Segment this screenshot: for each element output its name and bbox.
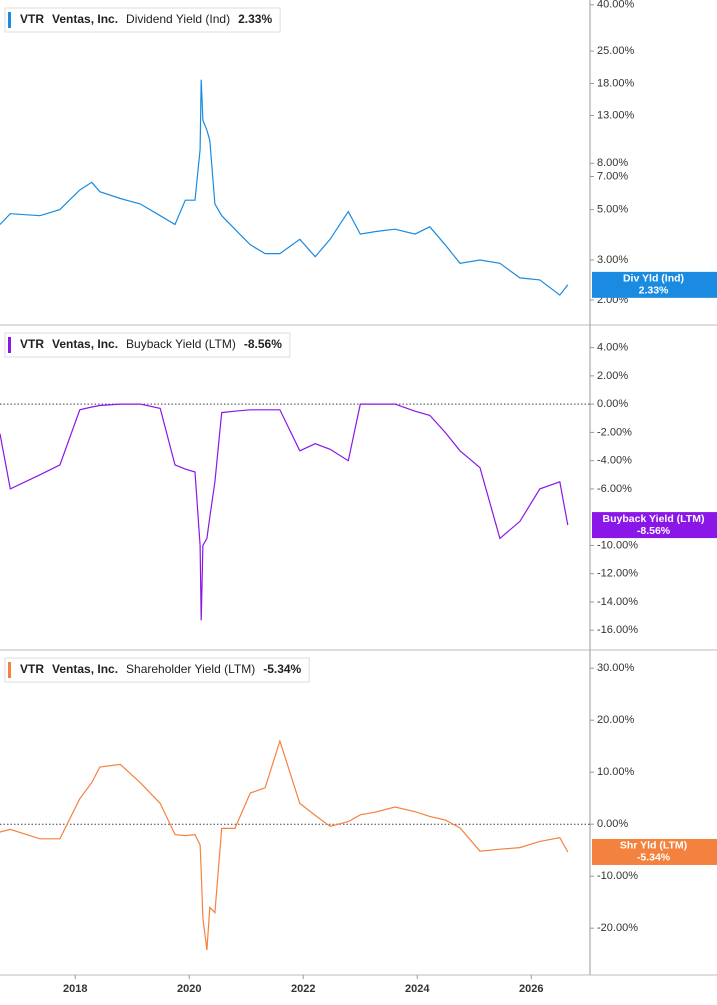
x-tick-label: 2022 <box>291 983 315 995</box>
legend-company: Ventas, Inc. <box>52 337 118 351</box>
x-tick-label: 2026 <box>519 983 543 995</box>
value-tag-label: 2.33% <box>639 285 669 297</box>
legend: VTR Ventas, Inc. Dividend Yield (Ind) 2.33% <box>4 7 281 33</box>
legend-ticker: VTR <box>20 662 44 676</box>
y-tick-label: 18.00% <box>597 77 635 89</box>
value-tag <box>592 271 717 298</box>
y-tick-label: 30.00% <box>597 662 635 674</box>
value-tag-name: Div Yld (Ind) <box>623 273 684 285</box>
legend-metric: Buyback Yield (LTM) <box>126 337 236 351</box>
value-tag-name: Shr Yld (LTM) <box>620 840 687 852</box>
value-tag-name: Buyback Yield (LTM) <box>603 513 705 525</box>
legend-swatch <box>8 337 11 353</box>
y-tick-label: 8.00% <box>597 157 628 169</box>
value-tag-label: -8.56% <box>637 525 671 537</box>
y-tick-label: -20.00% <box>597 922 638 934</box>
legend-ticker: VTR <box>20 337 44 351</box>
y-tick-label: 40.00% <box>597 0 635 11</box>
y-tick-label: -12.00% <box>597 568 638 580</box>
y-tick-label: -10.00% <box>597 870 638 882</box>
y-tick-label: 10.00% <box>597 766 635 778</box>
legend-value: -5.34% <box>263 662 301 676</box>
legend-metric: Shareholder Yield (LTM) <box>126 662 255 676</box>
legend-ticker: VTR <box>20 12 44 26</box>
x-tick-label: 2018 <box>63 983 87 995</box>
series-line <box>0 403 569 621</box>
y-tick-label: 13.00% <box>597 109 635 121</box>
legend-box <box>4 7 281 33</box>
y-tick-label: -4.00% <box>597 455 632 467</box>
y-tick-label: -10.00% <box>597 539 638 551</box>
legend-swatch <box>8 12 11 28</box>
y-tick-label: 25.00% <box>597 45 635 57</box>
series-line <box>0 739 569 951</box>
y-tick-label: 0.00% <box>597 818 628 830</box>
legend-company: Ventas, Inc. <box>52 12 118 26</box>
y-tick-label: 3.00% <box>597 254 628 266</box>
y-tick-label: -2.00% <box>597 426 632 438</box>
y-tick-label: 2.00% <box>597 370 628 382</box>
series-line <box>0 79 569 296</box>
legend-metric: Dividend Yield (Ind) <box>126 12 230 26</box>
y-tick-label: 4.00% <box>597 342 628 354</box>
legend-company: Ventas, Inc. <box>52 662 118 676</box>
value-tag <box>592 838 717 865</box>
x-tick-label: 2020 <box>177 983 201 995</box>
value-tag-label: -5.34% <box>637 852 671 864</box>
x-tick-label: 2024 <box>405 983 430 995</box>
value-tag <box>592 512 717 539</box>
y-tick-label: 20.00% <box>597 714 635 726</box>
legend: VTR Ventas, Inc. Shareholder Yield (LTM) -5… <box>4 657 310 683</box>
legend-box <box>4 657 310 683</box>
y-tick-label: -16.00% <box>597 624 638 636</box>
y-tick-label: -6.00% <box>597 483 632 495</box>
legend: VTR Ventas, Inc. Buyback Yield (LTM) -8.56% <box>4 332 291 358</box>
y-tick-label: 5.00% <box>597 204 628 216</box>
y-tick-label: 0.00% <box>597 398 628 410</box>
legend-box <box>4 332 291 358</box>
legend-swatch <box>8 662 11 678</box>
legend-value: -8.56% <box>244 337 282 351</box>
y-tick-label: -14.00% <box>597 596 638 608</box>
legend-value: 2.33% <box>238 12 272 26</box>
y-tick-label: 7.00% <box>597 170 628 182</box>
